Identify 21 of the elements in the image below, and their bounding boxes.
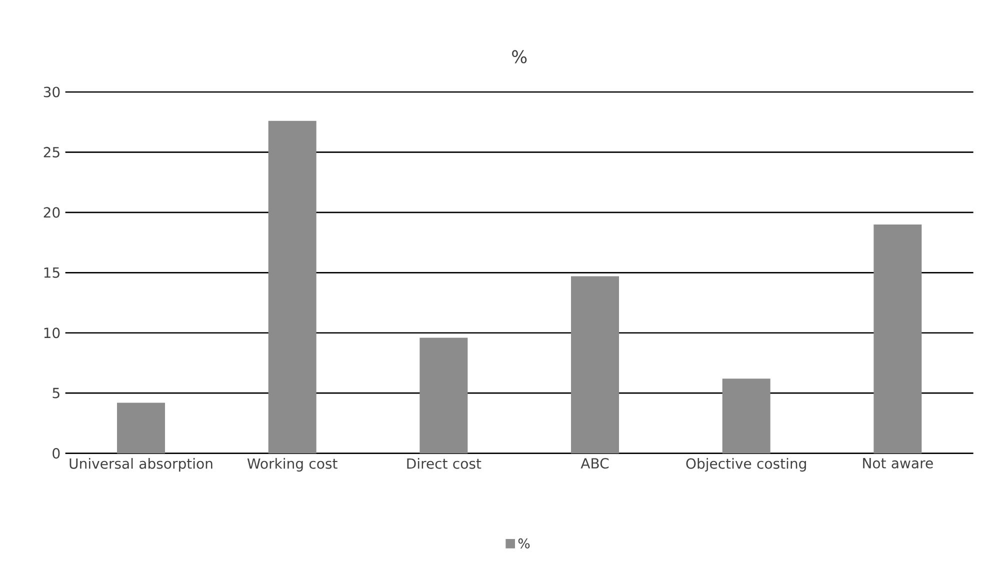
y-tick-label: 30: [44, 86, 60, 98]
bar: [874, 224, 922, 454]
bar: [571, 276, 620, 454]
x-tick-label: Direct cost: [407, 458, 482, 469]
bar: [722, 378, 770, 454]
y-tick-label: 0: [52, 448, 60, 459]
y-tick-label: 15: [44, 267, 60, 278]
y-tick-label: 5: [52, 388, 60, 398]
x-tick-label: Universal absorption: [70, 458, 212, 472]
x-tick-label: Objective costing: [686, 458, 806, 472]
y-tick-label: 25: [44, 146, 60, 158]
chart-title: %: [512, 50, 527, 64]
x-tick-label: ABC: [580, 458, 609, 469]
bar: [420, 338, 468, 454]
legend-label: %: [518, 538, 530, 548]
bar: [268, 120, 316, 454]
bar: [117, 402, 166, 454]
x-tick-label: Not aware: [863, 458, 933, 468]
y-tick-label: 20: [44, 207, 60, 218]
x-tick-label: Working cost: [247, 458, 338, 472]
y-tick-label: 10: [44, 328, 60, 338]
